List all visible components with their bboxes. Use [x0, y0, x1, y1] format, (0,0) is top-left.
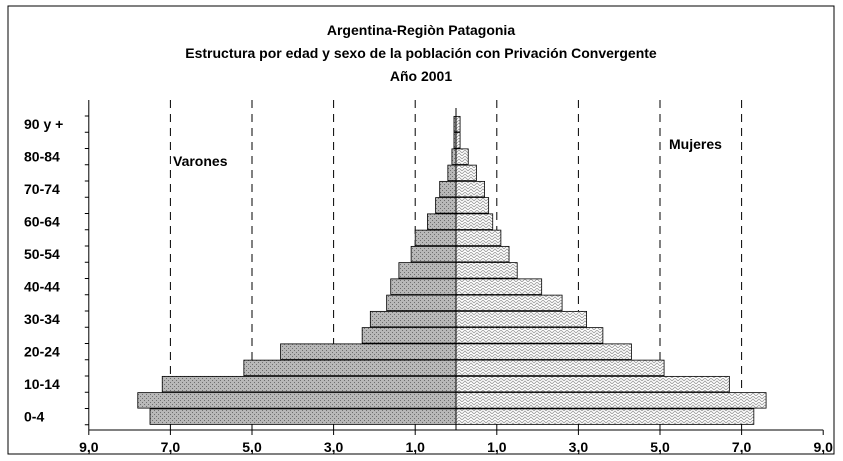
bar-right-45-49 — [455, 262, 518, 279]
y-tick-label: 30-34 — [24, 311, 60, 327]
y-tick-label: 90 y + — [24, 116, 63, 132]
bar-left-70-74 — [439, 180, 457, 198]
x-tick-label: 3,0 — [324, 439, 344, 455]
bar-left-25-29 — [361, 327, 457, 344]
bar-left-20-24 — [280, 343, 457, 360]
y-tick-label: 0-4 — [24, 409, 44, 425]
bar-left-5-9 — [137, 392, 457, 409]
y-tick-label: 20-24 — [24, 344, 60, 360]
chart-title-line-2: Estructura por edad y sexo de la poblaci… — [185, 45, 657, 61]
x-tick-label: 5,0 — [650, 439, 670, 455]
bar-right-15-19 — [455, 359, 665, 377]
bar-left-15-19 — [243, 359, 457, 377]
bar-right-85-89 — [455, 132, 461, 149]
bar-right-50-54 — [455, 245, 510, 263]
y-tick-label: 80-84 — [24, 149, 60, 165]
y-tick-label: 60-64 — [24, 214, 60, 230]
bar-right-0-4 — [455, 408, 755, 425]
bar-right-10-14 — [455, 375, 730, 393]
x-tick-label: 1,0 — [487, 439, 507, 455]
bar-left-75-79 — [447, 164, 457, 182]
bar-right-55-59 — [455, 229, 502, 247]
bar-right-75-79 — [455, 164, 477, 182]
bar-left-50-54 — [410, 245, 457, 263]
bar-right-20-24 — [455, 343, 632, 360]
y-tick-label: 50-54 — [24, 246, 60, 262]
y-tick-labels: 0-4 10-14 20-24 30-34 40-44 50-54 60-64 70-74 80… — [24, 116, 63, 425]
x-tick-label: 9,0 — [813, 439, 833, 455]
bar-right-35-39 — [455, 294, 563, 312]
x-tick-label: 9,0 — [79, 439, 99, 455]
bar-right-65-69 — [455, 197, 490, 214]
bar-right-80-84 — [455, 148, 469, 165]
bar-left-80-84 — [451, 148, 457, 165]
chart-title-line-3: Año 2001 — [390, 68, 452, 84]
bar-right-70-74 — [455, 180, 485, 198]
x-tick-label: 7,0 — [732, 439, 752, 455]
bar-right-60-64 — [455, 213, 494, 230]
x-tick-label: 5,0 — [242, 439, 262, 455]
chart-title-line-1: Argentina-Regiòn Patagonia — [327, 22, 515, 38]
y-tick-label: 10-14 — [24, 376, 60, 392]
x-tick-label: 1,0 — [405, 439, 425, 455]
bar-left-10-14 — [161, 375, 457, 393]
bar-right-40-44 — [455, 278, 543, 295]
bar-right-5-9 — [455, 392, 767, 409]
y-tick-label: 70-74 — [24, 181, 60, 197]
bar-right-90 y + — [455, 115, 461, 133]
x-tick-label: 3,0 — [569, 439, 589, 455]
bar-left-45-49 — [398, 262, 457, 279]
legend-label-varones: Varones — [173, 153, 228, 169]
bar-left-55-59 — [414, 229, 457, 247]
bar-left-40-44 — [390, 278, 457, 295]
x-tick-label: 7,0 — [161, 439, 181, 455]
bar-left-65-69 — [435, 197, 457, 214]
legend-label-mujeres: Mujeres — [669, 136, 722, 152]
bar-left-35-39 — [386, 294, 457, 312]
y-tick-label: 40-44 — [24, 279, 60, 295]
bar-right-25-29 — [455, 327, 604, 344]
axes — [84, 100, 824, 435]
bar-left-60-64 — [427, 213, 457, 230]
bar-left-0-4 — [149, 408, 457, 425]
bar-left-30-34 — [369, 310, 457, 328]
bar-right-30-34 — [455, 310, 587, 328]
x-tick-labels: 9,0 7,0 5,0 3,0 1,0 1,0 3,0 5,0 7,0 9,0 — [79, 439, 833, 455]
